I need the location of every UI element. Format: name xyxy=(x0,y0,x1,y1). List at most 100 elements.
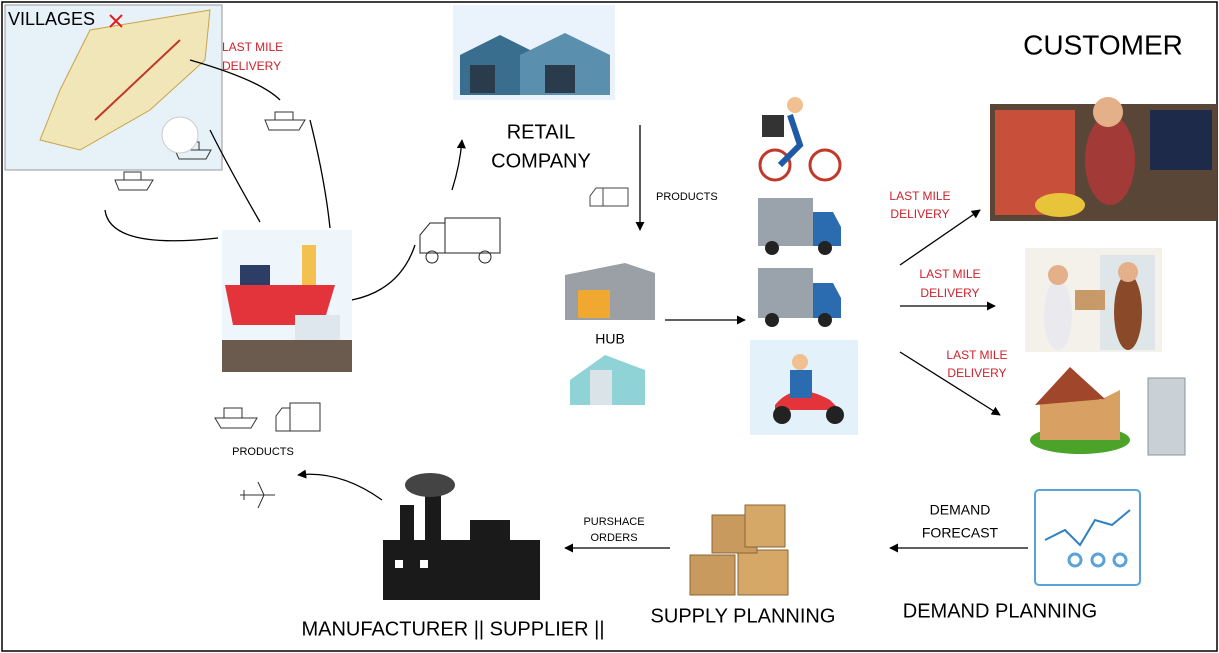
delivery-van-part xyxy=(765,313,779,327)
node-label: MANUFACTURER || SUPPLIER || xyxy=(301,618,604,640)
node-label: DEMAND PLANNING xyxy=(903,600,1097,622)
store-photo-part xyxy=(1085,115,1135,205)
delivery-van-part xyxy=(818,313,832,327)
transport-icons-part xyxy=(215,408,257,428)
port-illustration-part xyxy=(302,245,316,285)
connectors-part xyxy=(352,245,415,300)
retail-warehouse-part xyxy=(470,65,495,93)
truck-sketch xyxy=(420,218,500,263)
scooter-courier-part xyxy=(826,406,844,424)
page: VILLAGES LAST MILE DELIVERY RETAIL COMPA… xyxy=(0,0,1219,653)
truck-sketch-part xyxy=(445,218,500,253)
edge-label: LAST MILE xyxy=(889,189,950,203)
connectors-part xyxy=(298,474,382,500)
node-label: COMPANY xyxy=(491,150,591,172)
factory-illustration xyxy=(383,473,540,600)
edge-label: PRODUCTS xyxy=(656,191,718,203)
ship-icons-part xyxy=(265,112,305,130)
connectors-part xyxy=(210,130,260,222)
factory-illustration-part xyxy=(383,540,540,600)
courier-bicycle xyxy=(760,97,840,180)
node-label: SUPPLY PLANNING xyxy=(651,605,836,627)
delivery-van xyxy=(758,198,841,255)
scooter-courier-part xyxy=(792,354,808,370)
connectors-part xyxy=(452,140,462,190)
delivery-van-part xyxy=(818,241,832,255)
store-photo-part xyxy=(1093,97,1123,127)
port-illustration-part xyxy=(295,315,340,340)
scooter-courier-part xyxy=(773,406,791,424)
boxes-illustration xyxy=(690,505,788,595)
boxes-illustration-part xyxy=(738,550,788,595)
factory-illustration-part xyxy=(470,520,510,550)
retail-warehouse xyxy=(453,5,615,100)
hub-building-part xyxy=(578,290,610,318)
factory-illustration-part xyxy=(425,495,441,545)
edge-label: PURSHACE xyxy=(583,516,644,528)
delivery-photo-part xyxy=(1048,265,1068,285)
delivery-photo-part xyxy=(1118,262,1138,282)
delivery-van-part xyxy=(765,241,779,255)
delivery-van-part xyxy=(758,268,813,318)
delivery-photo-part xyxy=(1044,280,1072,350)
transport-icons-part xyxy=(276,408,290,431)
delivery-photo xyxy=(1025,248,1162,352)
edge-label: LAST MILE xyxy=(946,348,1007,362)
transport-icons-part xyxy=(240,482,275,508)
boxes-illustration-part xyxy=(690,555,735,595)
delivery-van-part xyxy=(813,283,841,318)
delivery-photo-part xyxy=(1075,290,1105,310)
hub-building-part xyxy=(590,370,612,405)
delivery-van-part xyxy=(813,212,841,246)
connectors-part xyxy=(310,120,330,228)
edge-label: DELIVERY xyxy=(947,366,1006,380)
scooter-courier xyxy=(750,340,858,435)
diagram: VILLAGES LAST MILE DELIVERY RETAIL COMPA… xyxy=(0,0,1219,653)
edge-label: DELIVERY xyxy=(920,286,979,300)
small-truck-part xyxy=(590,188,603,206)
house-and-building xyxy=(1030,367,1185,455)
node-label: HUB xyxy=(595,331,625,347)
truck-sketch-part xyxy=(420,223,445,253)
port-illustration xyxy=(222,230,352,372)
store-photo-part xyxy=(1150,110,1212,170)
node-label: RETAIL xyxy=(507,121,576,143)
delivery-van xyxy=(758,268,841,327)
ship-icons-part xyxy=(162,117,198,153)
villages-label: VILLAGES xyxy=(8,9,95,29)
courier-bicycle-part xyxy=(760,150,790,180)
factory-illustration-part xyxy=(420,560,428,568)
edge-label: DELIVERY xyxy=(222,59,281,73)
edge-label: DEMAND xyxy=(930,502,991,518)
connectors-part xyxy=(105,210,218,241)
ship-icons-part xyxy=(115,172,153,190)
factory-illustration-part xyxy=(400,505,414,545)
factory-illustration-part xyxy=(395,560,403,568)
factory-illustration-part xyxy=(405,473,455,497)
delivery-photo-part xyxy=(1114,274,1142,350)
retail-warehouse-part xyxy=(545,65,575,93)
node-label: CUSTOMER xyxy=(1023,29,1183,60)
edge-label: DELIVERY xyxy=(890,207,949,221)
port-illustration-part xyxy=(240,265,270,285)
demand-chart xyxy=(1035,490,1140,585)
store-photo xyxy=(990,97,1217,221)
store-photo-part xyxy=(1035,193,1085,217)
edge-label: LAST MILE xyxy=(222,40,283,54)
delivery-van-part xyxy=(758,198,813,246)
edge-label: FORECAST xyxy=(922,525,999,541)
courier-bicycle-part xyxy=(787,97,803,113)
small-truck-part xyxy=(603,188,628,206)
house-and-building-part xyxy=(1035,367,1105,405)
edge-label: ORDERS xyxy=(590,532,637,544)
small-truck xyxy=(590,188,628,206)
edge-label: LAST MILE xyxy=(919,267,980,281)
boxes-illustration-part xyxy=(745,505,785,547)
house-and-building-part xyxy=(1148,378,1185,455)
transport-icons-part xyxy=(290,403,320,431)
courier-bicycle-part xyxy=(762,115,784,137)
edge-label: PRODUCTS xyxy=(232,446,294,458)
port-illustration-part xyxy=(222,340,352,372)
scooter-courier-part xyxy=(790,370,812,398)
courier-bicycle-part xyxy=(810,150,840,180)
